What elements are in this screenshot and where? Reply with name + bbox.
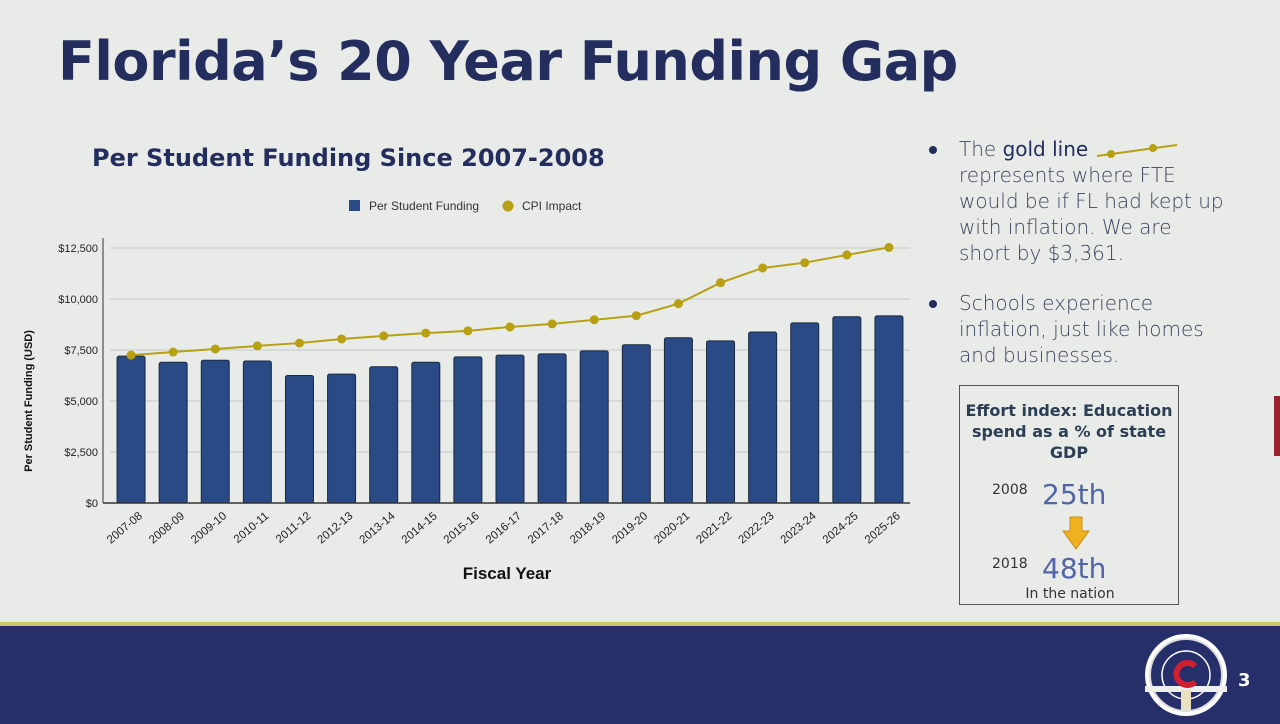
legend-line-swatch: [502, 200, 514, 212]
bar-2010-11: [242, 360, 272, 504]
legend-line-label: CPI Impact: [522, 199, 582, 213]
chart-title: Per Student Funding Since 2007-2008: [92, 144, 605, 172]
bullet-bold-text: gold line: [1002, 137, 1089, 161]
cpi-point-2007-08: [126, 350, 136, 360]
x-tick-label: 2019-20: [610, 510, 650, 546]
cpi-point-2014-15: [421, 328, 431, 338]
cpi-point-2012-13: [337, 334, 347, 344]
bar-2011-12: [284, 375, 314, 504]
down-arrow-icon: [1062, 516, 1090, 550]
y-tick-label: $0: [86, 498, 98, 510]
x-tick-label: 2012-13: [315, 510, 355, 546]
side-tab: [1274, 396, 1280, 456]
bullet-list: The gold line represents where FTE would…: [928, 136, 1228, 392]
y-tick-label: $12,500: [58, 243, 98, 255]
x-tick-label: 2020-21: [652, 510, 692, 546]
bar-2022-23: [748, 331, 778, 504]
cpi-point-2025-26: [884, 242, 894, 252]
x-tick-label: 2018-19: [568, 510, 608, 546]
gold-line-icon: [1096, 143, 1177, 158]
cpi-point-2024-25: [842, 250, 852, 260]
clay-county-logo: [1145, 634, 1227, 716]
x-tick-label: 2010-11: [232, 510, 271, 546]
cpi-point-2018-19: [589, 315, 599, 325]
x-tick-label: 2011-12: [274, 510, 313, 546]
x-tick-label: 2016-17: [484, 510, 524, 546]
bullet-dot: [929, 146, 937, 154]
x-tick-label: 2025-26: [863, 510, 903, 546]
bar-2018-19: [579, 350, 609, 504]
x-tick-label: 2021-22: [694, 510, 734, 546]
rank-year: 2008: [992, 482, 1028, 498]
cpi-point-2011-12: [294, 338, 304, 348]
x-tick-label: 2015-16: [442, 510, 482, 546]
bullet-text: represents where FTE would be if FL had …: [959, 163, 1224, 265]
x-tick-label: 2017-18: [526, 510, 566, 546]
cpi-point-2020-21: [673, 299, 683, 309]
bar-2024-25: [832, 316, 862, 504]
bar-2021-22: [706, 340, 736, 504]
y-tick-label: $7,500: [64, 345, 98, 357]
cpi-point-2009-10: [210, 344, 220, 354]
cpi-point-2016-17: [505, 322, 515, 332]
bar-2008-09: [158, 361, 188, 504]
bar-2007-08: [116, 355, 146, 504]
effort-footnote: In the nation: [1025, 586, 1115, 602]
bar-2020-21: [663, 337, 693, 504]
bullet-text: The: [959, 137, 1003, 161]
bar-2023-24: [790, 322, 820, 504]
cpi-point-2023-24: [800, 258, 810, 268]
x-tick-label: 2022-23: [737, 510, 777, 546]
y-tick-label: $5,000: [64, 396, 98, 408]
cpi-point-2010-11: [252, 341, 262, 351]
bar-2025-26: [874, 315, 904, 504]
bar-2009-10: [200, 359, 230, 504]
effort-index-box: Effort index: Education spend as a % of …: [959, 385, 1179, 605]
cpi-point-2013-14: [379, 331, 389, 341]
slide-title: Florida’s 20 Year Funding Gap: [58, 30, 958, 93]
cpi-point-2021-22: [716, 278, 726, 288]
bullet-gold-line: The gold line represents where FTE would…: [928, 136, 1228, 266]
x-tick-label: 2014-15: [400, 510, 440, 546]
bar-2016-17: [495, 354, 525, 504]
y-tick-label: $2,500: [64, 447, 98, 459]
bar-2017-18: [537, 353, 567, 504]
x-tick-label: 2007-08: [105, 510, 145, 546]
bar-2012-13: [327, 373, 357, 504]
x-tick-label: 2024-25: [821, 510, 861, 546]
cpi-point-2017-18: [547, 319, 557, 329]
x-tick-label: 2013-14: [358, 510, 399, 547]
rank-value: 48th: [1042, 552, 1107, 585]
bar-2013-14: [369, 366, 399, 504]
bullet-inflation: Schools experience inflation, just like …: [928, 290, 1228, 368]
cpi-point-2022-23: [758, 263, 768, 273]
cpi-point-2015-16: [463, 326, 473, 336]
legend-bar-label: Per Student Funding: [369, 199, 479, 213]
rank-value: 25th: [1042, 478, 1107, 511]
bar-2015-16: [453, 356, 483, 504]
cpi-point-2008-09: [168, 347, 178, 357]
effort-heading: Effort index: Education spend as a % of …: [965, 401, 1173, 462]
bullet-text: Schools experience inflation, just like …: [959, 291, 1204, 367]
x-tick-label: 2008-09: [147, 510, 187, 546]
funding-chart: Per Student Funding CPI Impact $0 $2,500 $5,…: [23, 199, 910, 583]
bullet-dot: [929, 300, 937, 308]
x-axis-title: Fiscal Year: [463, 564, 552, 583]
bar-2014-15: [411, 361, 441, 504]
page-number: 3: [1238, 670, 1251, 691]
y-tick-label: $10,000: [58, 294, 98, 306]
x-tick-label: 2009-10: [189, 510, 229, 546]
bar-2019-20: [621, 344, 651, 504]
footer-band: [0, 622, 1280, 724]
rank-year: 2018: [992, 556, 1028, 572]
y-axis-title: Per Student Funding (USD): [23, 330, 35, 472]
x-tick-label: 2023-24: [779, 510, 820, 547]
cpi-point-2019-20: [631, 311, 641, 321]
legend-bar-swatch: [349, 200, 360, 211]
